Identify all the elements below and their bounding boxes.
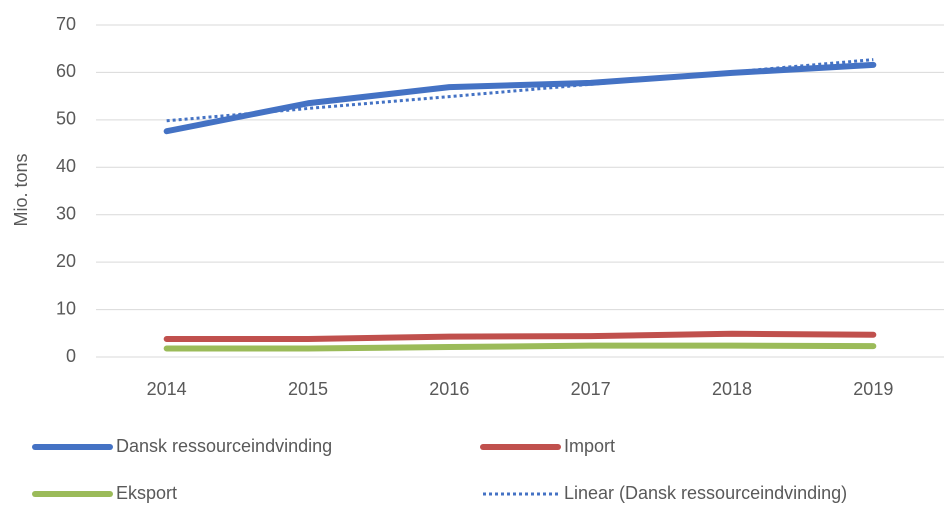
x-tick-label: 2015 — [288, 379, 328, 399]
series-line — [163, 342, 877, 352]
x-tick-label: 2017 — [571, 379, 611, 399]
x-tick-label: 2019 — [853, 379, 893, 399]
y-tick-label: 60 — [56, 61, 76, 81]
legend-label: Eksport — [116, 483, 177, 503]
y-tick-label: 20 — [56, 251, 76, 271]
y-axis-label: Mio. tons — [11, 153, 31, 226]
series-line — [163, 330, 877, 342]
x-tick-label: 2016 — [429, 379, 469, 399]
x-tick-label: 2018 — [712, 379, 752, 399]
legend-label: Linear (Dansk ressourceindvinding) — [564, 483, 847, 503]
series-line — [163, 61, 877, 135]
y-tick-label: 50 — [56, 109, 76, 129]
series-line — [166, 58, 874, 123]
legend-label: Import — [564, 436, 615, 456]
y-tick-label: 70 — [56, 14, 76, 34]
y-tick-label: 10 — [56, 298, 76, 318]
y-tick-label: 40 — [56, 156, 76, 176]
legend-label: Dansk ressourceindvinding — [116, 436, 332, 456]
x-tick-label: 2014 — [147, 379, 187, 399]
y-tick-label: 30 — [56, 203, 76, 223]
y-tick-label: 0 — [66, 346, 76, 366]
